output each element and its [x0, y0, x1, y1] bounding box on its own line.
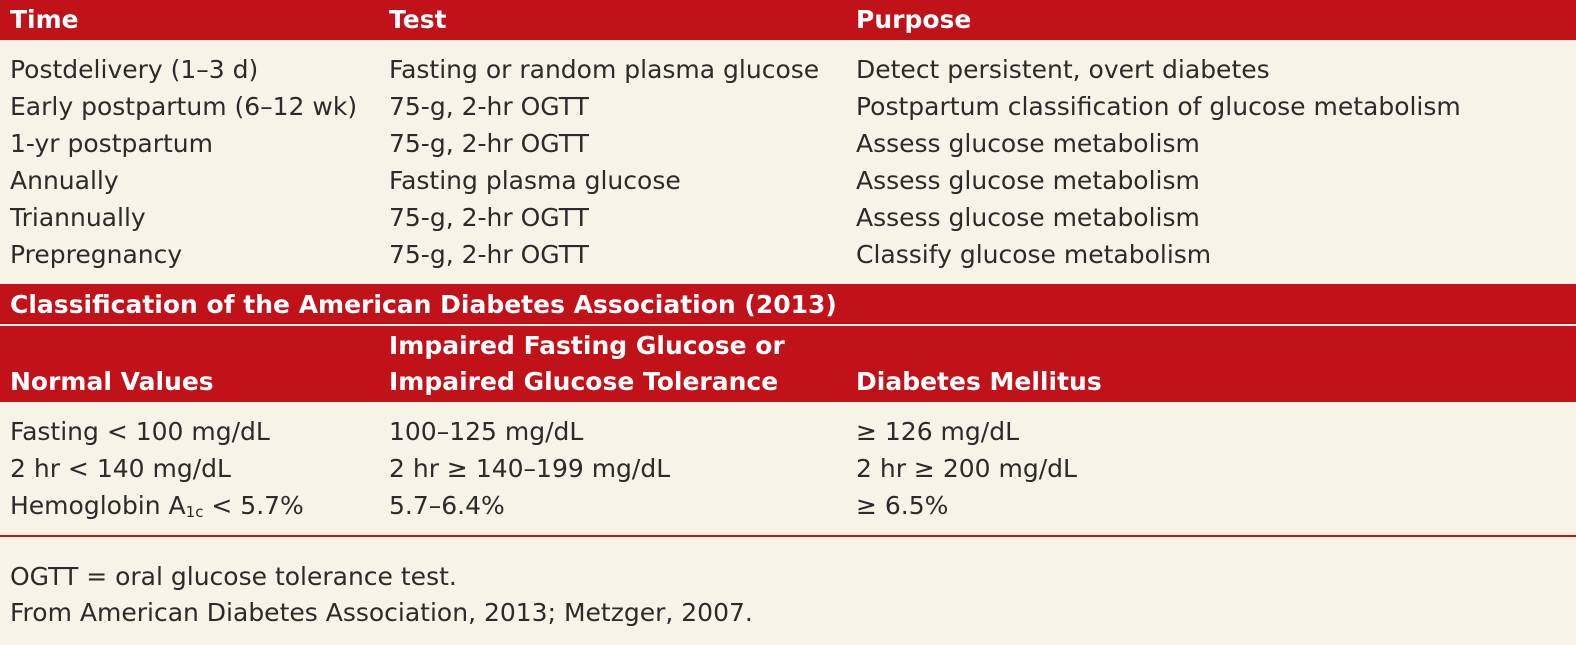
- purpose-cell: Postpartum classification of glucose met…: [856, 92, 1461, 121]
- diabetes-cell: 2 hr ≥ 200 mg/dL: [856, 454, 1077, 483]
- test-cell: 75-g, 2-hr OGTT: [389, 240, 589, 269]
- table-header-bar: Time Test Purpose: [0, 0, 1576, 40]
- header-impaired-line2: Impaired Glucose Tolerance: [389, 367, 779, 396]
- diabetes-cell: ≥ 6.5%: [856, 491, 949, 520]
- classification-title-bar: Classification of the American Diabetes …: [0, 284, 1576, 324]
- diabetes-cell: ≥ 126 mg/dL: [856, 417, 1020, 446]
- time-cell: 1-yr postpartum: [10, 129, 213, 158]
- impaired-cell: 100–125 mg/dL: [389, 417, 584, 446]
- normal-cell: Hemoglobin A1c < 5.7%: [10, 491, 304, 527]
- impaired-cell: 5.7–6.4%: [389, 491, 505, 520]
- time-cell: Early postpartum (6–12 wk): [10, 92, 358, 121]
- test-cell: 75-g, 2-hr OGTT: [389, 92, 589, 121]
- test-cell: 75-g, 2-hr OGTT: [389, 203, 589, 232]
- classification-title: Classification of the American Diabetes …: [10, 290, 837, 319]
- normal-cell: Fasting < 100 mg/dL: [10, 417, 270, 446]
- hba1c-prefix: Hemoglobin A: [10, 491, 186, 520]
- hba1c-suffix: < 5.7%: [203, 491, 304, 520]
- impaired-cell: 2 hr ≥ 140–199 mg/dL: [389, 454, 671, 483]
- hba1c-subscript: 1c: [185, 503, 204, 521]
- purpose-cell: Detect persistent, overt diabetes: [856, 55, 1270, 84]
- header-purpose: Purpose: [856, 5, 972, 34]
- header-diabetes-mellitus: Diabetes Mellitus: [856, 367, 1102, 396]
- purpose-cell: Classify glucose metabolism: [856, 240, 1212, 269]
- normal-cell: 2 hr < 140 mg/dL: [10, 454, 231, 483]
- footnote-divider: [0, 535, 1576, 537]
- classification-header-bar: Normal Values Impaired Fasting Glucose o…: [0, 326, 1576, 402]
- test-cell: 75-g, 2-hr OGTT: [389, 129, 589, 158]
- time-cell: Postdelivery (1–3 d): [10, 55, 259, 84]
- time-cell: Annually: [10, 166, 119, 195]
- footnote-abbreviation: OGTT = oral glucose tolerance test.: [10, 562, 457, 591]
- header-impaired-line1: Impaired Fasting Glucose or: [389, 331, 785, 360]
- time-cell: Triannually: [10, 203, 146, 232]
- test-cell: Fasting or random plasma glucose: [389, 55, 820, 84]
- purpose-cell: Assess glucose metabolism: [856, 203, 1200, 232]
- time-cell: Prepregnancy: [10, 240, 183, 269]
- test-cell: Fasting plasma glucose: [389, 166, 681, 195]
- purpose-cell: Assess glucose metabolism: [856, 129, 1200, 158]
- header-normal-values: Normal Values: [10, 367, 214, 396]
- purpose-cell: Assess glucose metabolism: [856, 166, 1200, 195]
- header-test: Test: [389, 5, 447, 34]
- header-time: Time: [10, 5, 79, 34]
- footnote-source: From American Diabetes Association, 2013…: [10, 598, 753, 627]
